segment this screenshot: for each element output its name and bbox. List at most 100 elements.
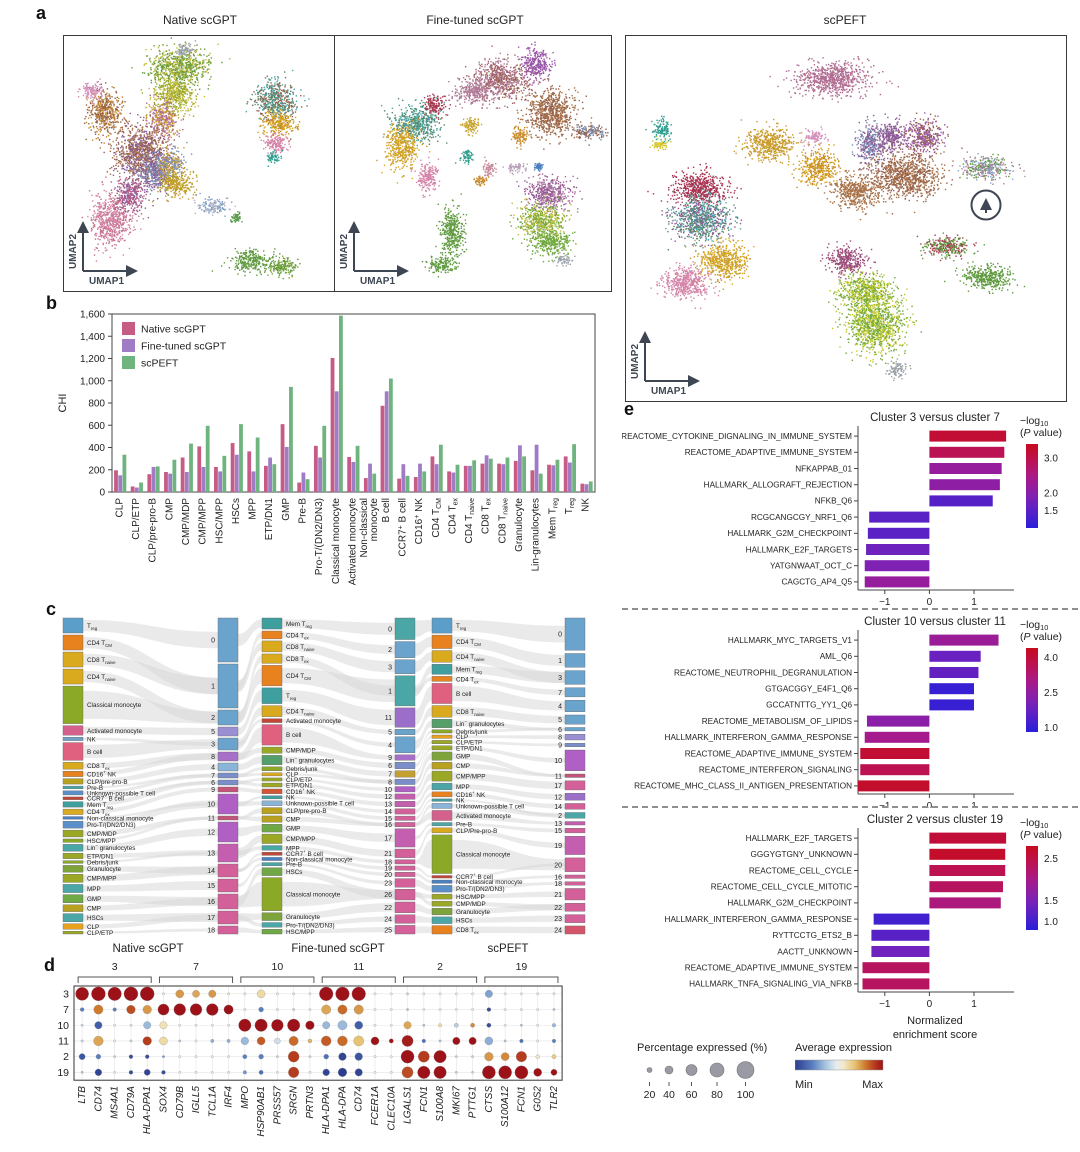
sankey-cluster-number: 18 — [554, 881, 562, 888]
sankey-node — [431, 810, 453, 821]
expression-dot — [503, 1023, 507, 1027]
sankey-flow — [415, 772, 432, 799]
umap-axes-native: UMAP2 UMAP1 — [68, 221, 138, 287]
sankey-flow — [452, 863, 565, 878]
sankey-node — [431, 751, 453, 761]
sankey-cluster-number: 12 — [384, 794, 392, 801]
chi-bar — [239, 424, 243, 492]
sankey-node — [394, 925, 416, 935]
sankey-node — [564, 780, 586, 791]
sankey-node-label: Granulocyte — [87, 866, 121, 873]
expression-dot — [80, 1007, 85, 1012]
gene-label: MS4A1 — [110, 1086, 121, 1119]
sankey-node — [261, 617, 283, 630]
gsea-bar-label: REACTOME_METABOLISM_OF_LIPIDS — [702, 717, 853, 726]
panel-a-label: a — [36, 3, 47, 23]
expression-dot — [438, 1039, 442, 1043]
expression-dot — [189, 1003, 203, 1016]
sankey-node — [431, 617, 453, 634]
expression-dot — [454, 1055, 458, 1059]
sankey-node — [217, 786, 239, 793]
chi-bar — [472, 460, 477, 492]
sankey-node-label: CD8 Tnaive — [286, 644, 315, 652]
sankey-flow — [415, 792, 432, 814]
sankey-node — [62, 865, 84, 873]
sankey-node — [62, 829, 84, 838]
sankey-flow — [238, 642, 262, 693]
gsea-bar-label: REACTOME_INTERFERON_SIGNALING — [699, 766, 852, 775]
sankey-flow — [282, 852, 395, 870]
dashed-divider-2 — [622, 806, 1078, 808]
sankey-node — [431, 740, 453, 744]
sankey-flow — [452, 804, 565, 818]
expression-dot — [288, 1036, 299, 1046]
sankey-node — [261, 653, 283, 664]
expression-dot — [319, 986, 334, 1001]
chi-bar — [555, 459, 560, 492]
group-bracket — [321, 976, 396, 983]
chi-x-tick-label: CLP/ETP — [131, 498, 142, 540]
sankey-node — [564, 803, 586, 810]
sankey-node-label: CD4 Tex — [87, 809, 111, 817]
sankey-flow — [415, 676, 432, 694]
expression-dot — [159, 1036, 168, 1046]
expression-dot — [94, 1068, 102, 1076]
svg-text:1: 1 — [971, 999, 977, 1010]
expression-dot — [389, 992, 393, 996]
chi-y-axis-label: CHI — [57, 394, 69, 413]
sankey-flow — [83, 753, 218, 776]
chi-x-tick-label: CMP/MPP — [198, 498, 209, 545]
sankey-node — [62, 838, 84, 843]
expression-dot — [140, 986, 155, 1001]
sankey-node — [564, 821, 586, 826]
chi-bar — [488, 458, 493, 492]
chi-x-tick-label: Non-classical — [359, 498, 370, 557]
expression-dot — [373, 1055, 377, 1059]
chi-bar — [164, 471, 168, 492]
expression-dot — [454, 992, 458, 996]
nes-bar — [929, 650, 981, 662]
sankey-cluster-number: 14 — [554, 804, 562, 811]
sankey-cluster-number: 26 — [384, 892, 392, 899]
sankey-node-label: CLP/Pre-pro-B — [456, 828, 497, 835]
chi-x-tick-label: Granulocyte — [514, 498, 525, 552]
expression-dot — [123, 986, 139, 1001]
expression-dot — [401, 1066, 414, 1079]
sankey-flow — [282, 773, 395, 784]
expression-dot — [536, 1039, 540, 1043]
expression-dot — [288, 1051, 300, 1063]
sankey-node — [564, 749, 586, 771]
sankey-node — [394, 762, 416, 769]
sankey-node-label: CD4 TCM — [286, 673, 311, 681]
sankey-node — [431, 719, 453, 728]
sankey-node — [261, 852, 283, 856]
sankey-node — [62, 617, 84, 634]
expression-dot — [335, 986, 350, 1001]
chi-x-tick-label: GMP — [281, 498, 292, 521]
expression-dot — [112, 1007, 117, 1012]
sankey-node-label: MPP — [456, 784, 470, 791]
sankey-flow — [282, 816, 395, 827]
sankey-flow — [282, 796, 395, 814]
nes-bar — [929, 832, 1007, 844]
chi-bar — [405, 475, 410, 492]
gene-label: CTSS — [484, 1086, 495, 1113]
sankey-node — [431, 885, 453, 893]
sankey-node — [62, 860, 84, 864]
umap-plot-finetuned-scgpt: UMAP2 UMAP1 — [334, 35, 612, 292]
svg-text:(P value): (P value) — [1020, 631, 1062, 643]
sankey-cluster-number: 17 — [207, 915, 215, 922]
gsea-x-axis-label: Normalized — [907, 1015, 963, 1027]
sankey-cluster-number: 10 — [384, 787, 392, 794]
sankey-node — [394, 707, 416, 728]
expression-dot — [389, 1071, 393, 1074]
sankey-node — [261, 807, 283, 815]
expression-dot — [142, 1036, 152, 1046]
chi-x-tick-label: HSCs — [231, 498, 242, 524]
size-legend-value: 60 — [686, 1089, 698, 1101]
sankey-node — [217, 772, 239, 779]
sankey-node-label: Unknown-possible T cell — [456, 803, 524, 810]
sankey-cluster-number: 10 — [207, 802, 215, 809]
sankey-node — [217, 878, 239, 893]
sankey-flow — [415, 783, 432, 807]
